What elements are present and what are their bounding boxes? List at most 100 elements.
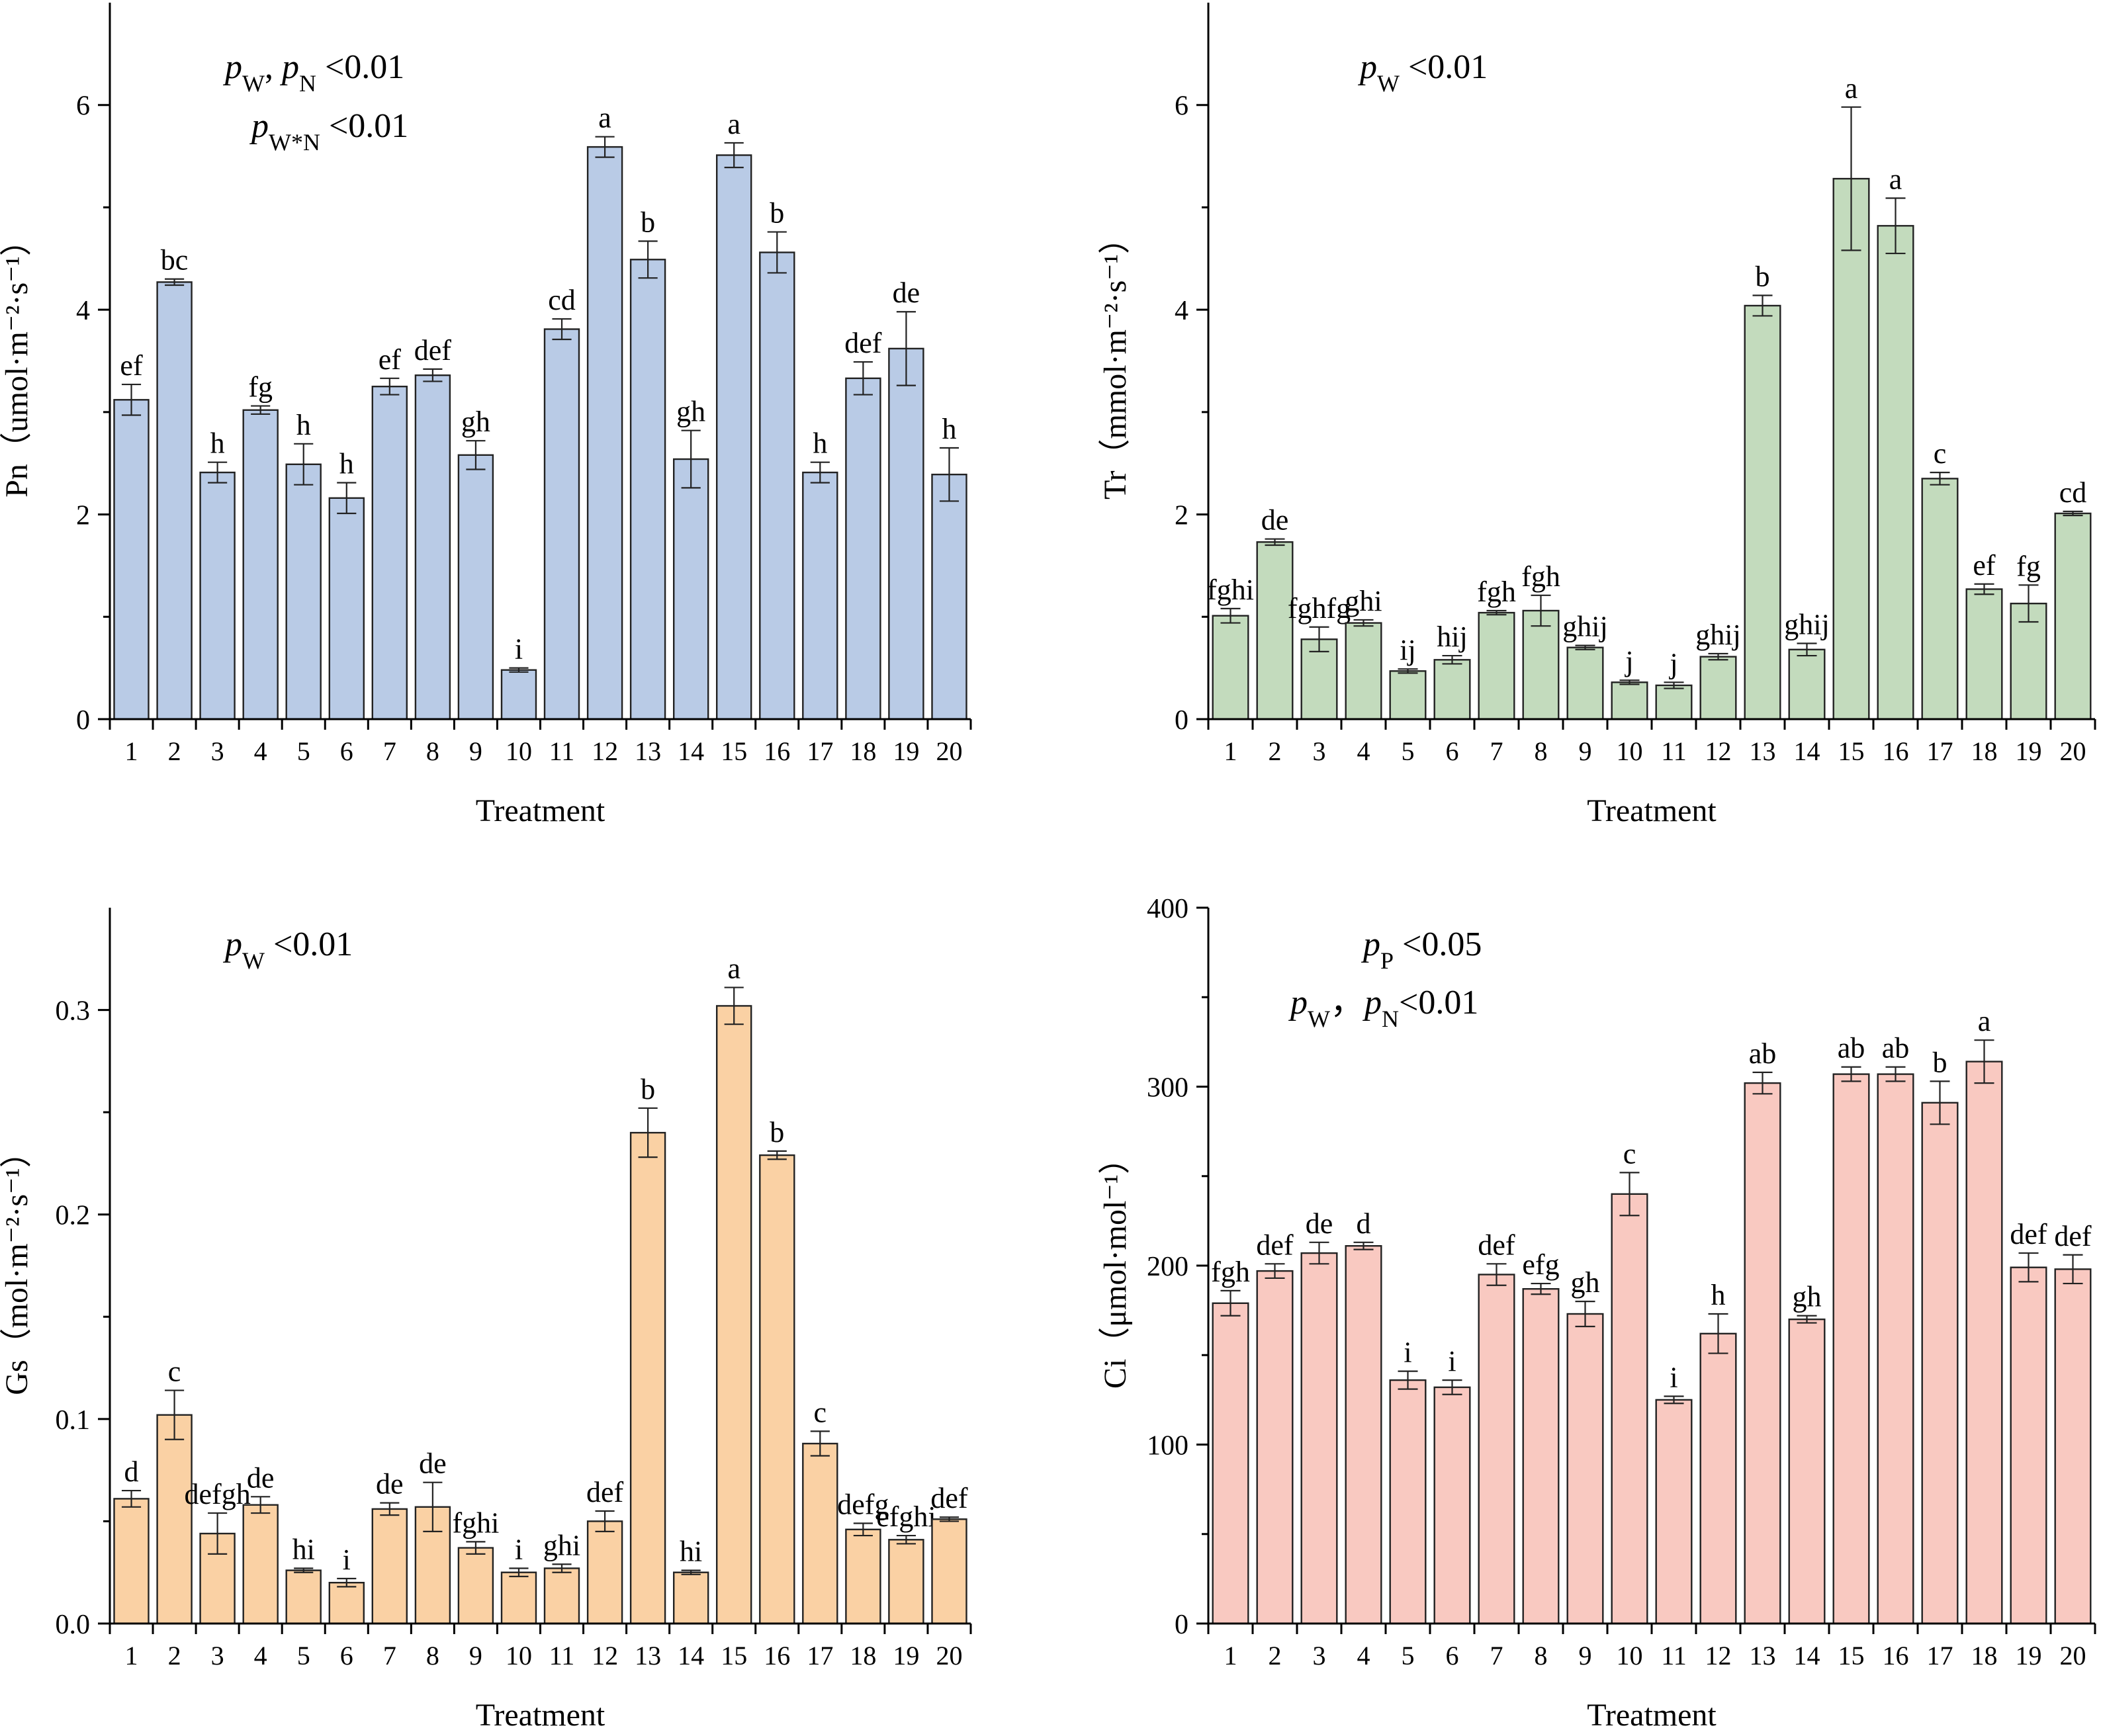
- bar-ci-15: [1832, 1073, 1870, 1625]
- error-bar-pn-18: [853, 361, 873, 396]
- bar-gs-14: [673, 1571, 709, 1625]
- bar-ci-13: [1744, 1082, 1781, 1625]
- bar-gs-11: [543, 1567, 580, 1625]
- x-tick-label: 17: [807, 1641, 833, 1671]
- bar-pn-11: [543, 328, 580, 720]
- bar-pn-10: [500, 669, 537, 720]
- significance-letter: d: [124, 1455, 139, 1488]
- significance-letter: ab: [1749, 1037, 1777, 1070]
- x-tick-label: 7: [383, 1641, 396, 1671]
- x-tick-label: 6: [340, 1641, 353, 1671]
- error-bar-pn-1: [121, 383, 142, 416]
- significance-letter: a: [1978, 1005, 1991, 1037]
- significance-letter: i: [1448, 1345, 1456, 1377]
- significance-letter: fgh: [1477, 576, 1516, 608]
- significance-letter: hij: [1437, 621, 1467, 653]
- bar-tr-18: [1965, 588, 2003, 720]
- stat-annotation-part: P: [1380, 947, 1394, 974]
- x-tick-label: 14: [678, 736, 704, 766]
- stat-annotation-part: p: [1288, 984, 1308, 1021]
- significance-letter: a: [727, 108, 740, 140]
- error-bar-ci-7: [1486, 1263, 1507, 1286]
- error-bar-gs-5: [294, 1567, 314, 1573]
- x-tick-label: 10: [1617, 1641, 1643, 1671]
- stat-annotation: pW, pN <0.01: [222, 48, 404, 97]
- significance-letter: c: [168, 1356, 181, 1388]
- error-bar-ci-8: [1531, 1282, 1551, 1295]
- x-tick-label: 9: [1579, 736, 1592, 766]
- significance-letter: ghij: [1695, 619, 1740, 651]
- significance-letter: ab: [1882, 1032, 1910, 1064]
- error-bar-pn-4: [251, 405, 271, 415]
- x-tick-label: 9: [1579, 1641, 1592, 1671]
- x-tick-label: 2: [1269, 736, 1282, 766]
- significance-letter: fg: [2016, 550, 2041, 582]
- bar-gs-6: [328, 1581, 365, 1625]
- stat-annotation-part: p: [279, 48, 299, 86]
- x-tick-label: 13: [635, 736, 661, 766]
- error-bar-tr-8: [1531, 594, 1551, 627]
- x-tick-label: 6: [1446, 736, 1459, 766]
- x-tick-label: 5: [297, 736, 310, 766]
- bar-ci-19: [2010, 1266, 2047, 1625]
- bar-tr-16: [1877, 225, 1914, 720]
- bar-pn-4: [242, 409, 279, 720]
- x-tick-label: 9: [469, 736, 482, 766]
- bar-tr-17: [1921, 478, 1959, 720]
- bar-ci-3: [1300, 1252, 1338, 1625]
- error-bar-pn-12: [595, 136, 615, 158]
- error-bar-ci-14: [1797, 1315, 1817, 1324]
- error-bar-ci-16: [1885, 1066, 1906, 1082]
- stat-annotation-part: p: [249, 107, 269, 145]
- error-bar-tr-16: [1885, 197, 1906, 255]
- error-bar-tr-6: [1442, 654, 1462, 665]
- x-tick-label: 20: [936, 1641, 962, 1671]
- error-bar-ci-17: [1930, 1080, 1950, 1125]
- bar-gs-9: [457, 1547, 494, 1625]
- bar-tr-13: [1744, 304, 1781, 720]
- significance-letter: efg: [1522, 1248, 1559, 1281]
- significance-letter: def: [586, 1476, 624, 1508]
- significance-letter: def: [930, 1482, 968, 1514]
- significance-letter: a: [727, 953, 740, 985]
- bar-pn-6: [328, 497, 365, 720]
- error-bar-gs-19: [896, 1534, 916, 1545]
- stat-annotation: pW，pN<0.01: [1288, 984, 1478, 1032]
- x-tick-label: 2: [168, 1641, 181, 1671]
- error-bar-gs-15: [724, 986, 744, 1025]
- bar-tr-5: [1389, 670, 1427, 720]
- significance-letter: b: [1933, 1046, 1947, 1078]
- error-bar-gs-13: [638, 1107, 658, 1158]
- bar-gs-17: [802, 1442, 838, 1625]
- error-bar-ci-5: [1398, 1370, 1418, 1390]
- bar-ci-12: [1699, 1332, 1737, 1625]
- bar-tr-20: [2054, 512, 2092, 720]
- error-bar-ci-4: [1353, 1241, 1374, 1250]
- significance-letter: fg: [248, 371, 273, 404]
- error-bar-pn-9: [466, 440, 486, 470]
- bar-pn-18: [845, 377, 881, 720]
- error-bar-ci-1: [1220, 1289, 1241, 1317]
- bar-gs-18: [845, 1528, 881, 1625]
- x-tick-label: 20: [2060, 736, 2086, 766]
- error-bar-tr-4: [1353, 619, 1374, 627]
- x-tick-label: 18: [850, 1641, 876, 1671]
- error-bar-ci-12: [1708, 1313, 1728, 1354]
- x-tick-label: 3: [211, 736, 224, 766]
- bar-gs-13: [629, 1131, 666, 1625]
- error-bar-pn-6: [337, 482, 357, 515]
- x-tick-label: 1: [125, 736, 138, 766]
- significance-letter: def: [2010, 1218, 2047, 1250]
- bar-tr-6: [1433, 659, 1471, 720]
- stat-annotation-part: ,: [265, 48, 282, 86]
- stat-annotation-part: W: [1308, 1006, 1330, 1032]
- significance-letter: ef: [1973, 549, 1996, 582]
- significance-letter: def: [1256, 1229, 1294, 1261]
- error-bar-gs-9: [466, 1541, 486, 1555]
- x-tick-label: 19: [893, 736, 919, 766]
- error-bar-pn-17: [810, 461, 830, 484]
- error-bar-gs-17: [810, 1430, 830, 1457]
- x-tick-label: 4: [254, 1641, 267, 1671]
- stat-annotation-part: W: [242, 947, 265, 974]
